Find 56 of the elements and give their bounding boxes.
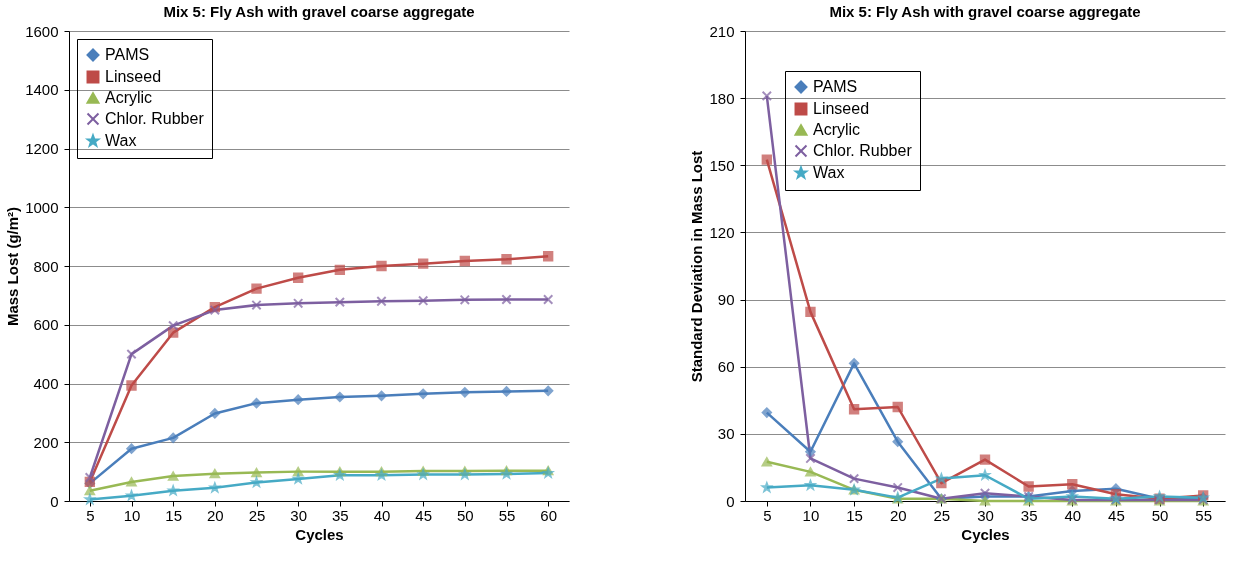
legend-label: Chlor. Rubber <box>813 142 913 159</box>
y-tick-label: 0 <box>50 492 59 510</box>
y-tick-label: 400 <box>33 375 59 392</box>
x-tick-label: 10 <box>802 506 820 524</box>
y-tick-label: 90 <box>717 291 735 309</box>
chart-title: Mix 5: Fly Ash with gravel coarse aggregate <box>829 3 1141 20</box>
x-tick-label: 30 <box>977 506 994 524</box>
y-tick-label: 60 <box>717 358 735 376</box>
x-tick-label: 50 <box>1151 506 1169 524</box>
x-axis-title: Cycles <box>961 525 1010 543</box>
x-tick-label: 35 <box>331 506 349 524</box>
x-tick-label: 45 <box>415 506 433 524</box>
y-tick-label: 0 <box>726 492 735 510</box>
legend-label: PAMS <box>105 46 150 63</box>
x-tick-label: 55 <box>498 506 516 524</box>
legend-label: Acrylic <box>105 89 153 106</box>
y-tick-label: 180 <box>709 89 735 107</box>
y-tick-label: 210 <box>709 22 735 40</box>
y-tick-label: 120 <box>709 223 735 241</box>
chart-title: Mix 5: Fly Ash with gravel coarse aggregate <box>163 3 475 20</box>
y-tick-label: 200 <box>33 433 59 451</box>
x-tick-label: 60 <box>540 506 558 524</box>
y-axis-title: Mass Lost (g/m²) <box>4 206 22 327</box>
y-tick-label: 800 <box>33 257 59 275</box>
x-tick-label: 45 <box>1108 506 1125 524</box>
x-tick-label: 20 <box>206 506 224 524</box>
x-tick-label: 15 <box>165 506 183 524</box>
x-tick-label: 5 <box>763 506 772 524</box>
y-tick-label: 1400 <box>25 81 59 99</box>
legend-label: Chlor. Rubber <box>105 110 205 127</box>
x-tick-label: 40 <box>1064 506 1082 524</box>
legend-label: Acrylic <box>813 121 861 138</box>
x-tick-label: 15 <box>846 506 863 524</box>
x-tick-label: 5 <box>86 506 95 524</box>
y-tick-label: 1600 <box>25 22 59 40</box>
x-tick-label: 10 <box>123 506 141 524</box>
y-tick-label: 150 <box>709 156 735 174</box>
x-tick-label: 40 <box>373 506 391 524</box>
legend-label: Linseed <box>813 100 870 117</box>
x-axis-title: Cycles <box>295 525 344 543</box>
x-tick-label: 20 <box>889 506 907 524</box>
y-tick-label: 30 <box>717 425 735 443</box>
legend-label: Linseed <box>105 68 162 85</box>
x-tick-label: 25 <box>248 506 266 524</box>
y-axis-title: Standard Deviation in Mass Lost <box>688 150 706 383</box>
x-tick-label: 35 <box>1020 506 1038 524</box>
legend-label: Wax <box>813 164 845 181</box>
y-tick-label: 1000 <box>25 198 59 216</box>
x-tick-label: 55 <box>1195 506 1213 524</box>
legend-label: Wax <box>105 132 137 149</box>
x-tick-label: 25 <box>933 506 951 524</box>
legend-label: PAMS <box>813 78 858 95</box>
y-tick-label: 1200 <box>25 140 59 157</box>
y-tick-label: 600 <box>33 316 59 334</box>
x-tick-label: 50 <box>456 506 474 524</box>
x-tick-label: 30 <box>290 506 308 524</box>
